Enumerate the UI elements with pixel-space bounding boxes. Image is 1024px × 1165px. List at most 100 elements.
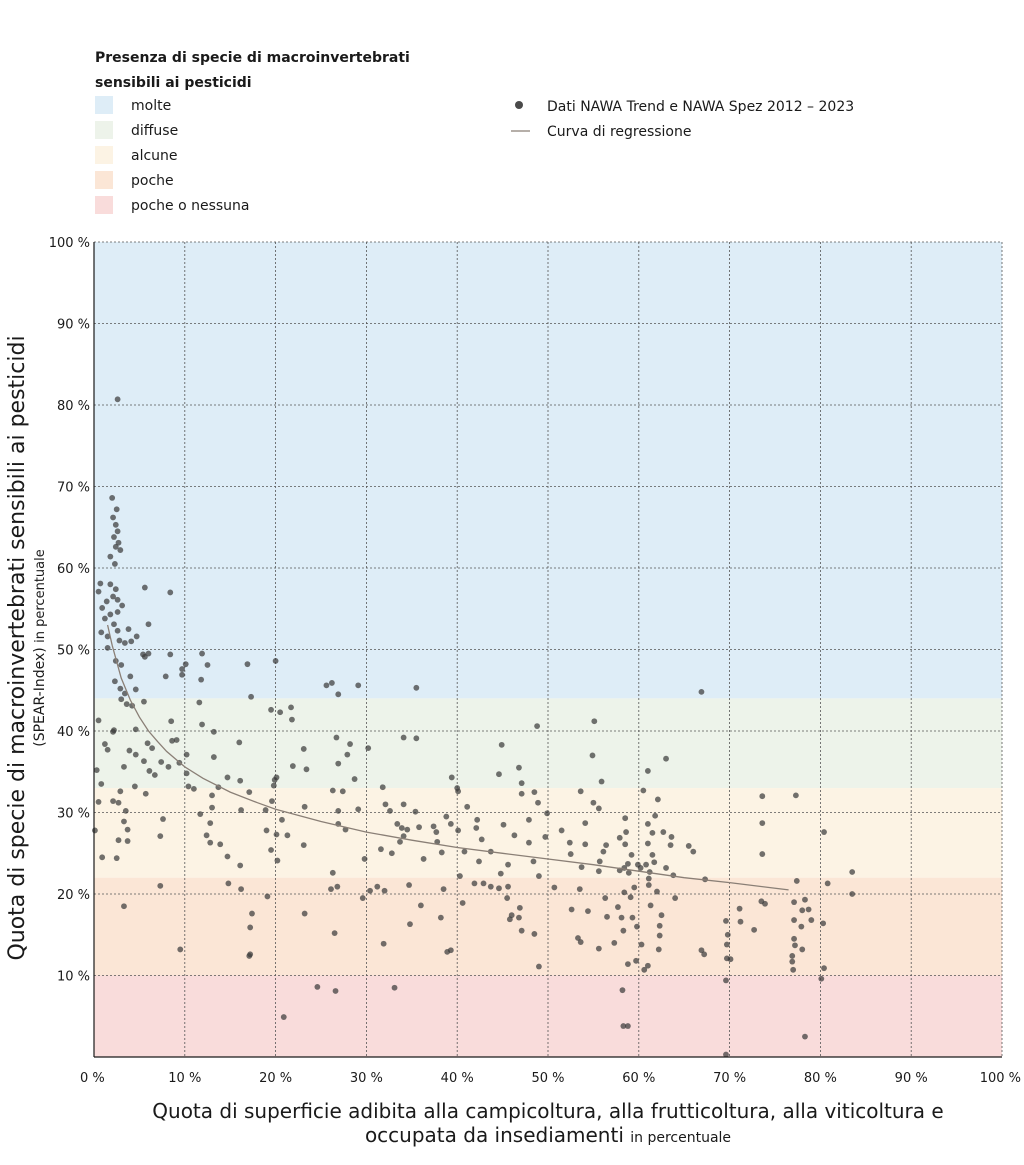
data-point-324 xyxy=(723,917,729,924)
y-axis-subtitle-unit: in percentuale xyxy=(33,549,48,643)
data-point-152 xyxy=(590,799,597,806)
data-point-16 xyxy=(167,589,174,596)
data-point-220 xyxy=(217,841,224,848)
data-point-69 xyxy=(268,706,274,713)
data-point-206 xyxy=(511,832,518,839)
data-point-49 xyxy=(127,673,134,680)
data-point-18 xyxy=(110,593,116,600)
data-point-118 xyxy=(448,774,455,781)
legend: Presenza di specie di macroinvertebrati … xyxy=(95,50,854,214)
data-point-120 xyxy=(644,768,651,774)
data-point-31 xyxy=(104,633,111,640)
data-point-166 xyxy=(412,808,419,815)
legend-band-label-3: poche xyxy=(131,173,174,189)
data-point-269 xyxy=(793,878,800,884)
data-point-285 xyxy=(328,886,334,893)
data-point-22 xyxy=(99,605,106,611)
data-point-304 xyxy=(417,902,424,909)
data-point-7 xyxy=(115,539,122,546)
data-point-139 xyxy=(455,788,462,795)
data-point-365 xyxy=(625,961,631,967)
data-point-225 xyxy=(685,843,692,849)
data-point-371 xyxy=(723,977,729,984)
x-axis-title-main: occupata da insediamenti xyxy=(365,1123,624,1147)
data-point-17 xyxy=(95,588,102,595)
data-point-366 xyxy=(644,962,651,969)
data-point-5 xyxy=(114,528,121,535)
data-point-313 xyxy=(805,906,812,913)
data-point-46 xyxy=(272,658,279,664)
data-point-224 xyxy=(622,841,629,848)
data-point-151 xyxy=(535,799,541,806)
data-point-242 xyxy=(274,857,281,864)
data-point-251 xyxy=(237,862,244,869)
y-tick-label-3: 40 % xyxy=(57,725,90,740)
data-point-291 xyxy=(621,889,628,896)
data-point-157 xyxy=(464,803,471,810)
data-point-27 xyxy=(145,621,152,628)
data-point-322 xyxy=(516,914,522,921)
data-point-15 xyxy=(141,584,148,591)
data-point-261 xyxy=(497,870,504,877)
data-point-372 xyxy=(314,984,321,990)
data-point-272 xyxy=(480,880,487,887)
data-point-222 xyxy=(582,841,589,848)
data-point-29 xyxy=(114,627,121,634)
y-axis-ticks: 10 % 20 % 30 % 40 % 50 % 60 % 70 % 80 % 90 % 100 … xyxy=(49,236,90,985)
data-point-182 xyxy=(582,820,589,826)
data-point-70 xyxy=(698,688,705,695)
data-point-318 xyxy=(618,914,625,921)
data-point-236 xyxy=(649,851,656,858)
data-point-62 xyxy=(118,696,125,703)
data-point-187 xyxy=(416,824,422,831)
data-point-143 xyxy=(142,790,149,797)
data-point-26 xyxy=(111,621,117,628)
data-point-148 xyxy=(110,798,116,804)
legend-swatch-3 xyxy=(95,171,113,189)
band-2 xyxy=(94,788,1002,878)
data-point-303 xyxy=(762,900,768,907)
data-point-142 xyxy=(640,787,647,794)
data-point-28 xyxy=(125,626,132,633)
data-point-48 xyxy=(179,666,185,672)
data-point-138 xyxy=(339,788,346,795)
legend-title-line1: Presenza di specie di macroinvertebrati xyxy=(95,50,410,66)
data-point-21 xyxy=(119,602,126,609)
data-point-164 xyxy=(262,807,269,813)
data-point-264 xyxy=(849,869,856,875)
data-point-71 xyxy=(277,709,284,716)
regression-curve xyxy=(106,624,789,891)
data-point-241 xyxy=(361,856,368,862)
y-axis-subtitle-main: (SPEAR-Index) xyxy=(32,647,48,746)
data-point-82 xyxy=(333,734,340,741)
data-point-80 xyxy=(110,728,116,735)
data-point-43 xyxy=(182,661,189,668)
data-point-320 xyxy=(658,912,665,919)
data-point-374 xyxy=(391,984,398,991)
data-point-188 xyxy=(473,825,480,831)
data-point-165 xyxy=(387,807,393,814)
data-point-289 xyxy=(576,886,583,893)
data-point-106 xyxy=(335,760,342,767)
data-point-215 xyxy=(526,839,532,846)
data-point-244 xyxy=(476,858,482,865)
data-point-227 xyxy=(378,846,384,853)
data-point-211 xyxy=(115,837,122,844)
data-point-315 xyxy=(301,910,308,917)
data-point-203 xyxy=(203,832,210,839)
data-point-376 xyxy=(280,1014,287,1020)
data-point-39 xyxy=(167,651,174,658)
data-point-133 xyxy=(577,788,584,795)
data-point-55 xyxy=(355,682,362,689)
data-point-53 xyxy=(111,678,118,685)
data-point-126 xyxy=(98,781,105,787)
data-point-231 xyxy=(600,848,607,855)
data-point-124 xyxy=(518,780,525,787)
data-point-301 xyxy=(791,899,797,906)
data-point-345 xyxy=(380,940,387,947)
data-point-290 xyxy=(654,888,660,895)
data-point-265 xyxy=(457,873,463,879)
data-point-253 xyxy=(637,865,644,871)
data-point-247 xyxy=(625,860,631,867)
data-point-266 xyxy=(536,873,542,879)
